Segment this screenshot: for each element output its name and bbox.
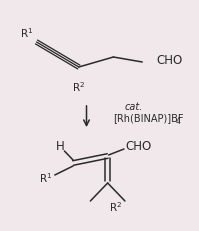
Text: R$^2$: R$^2$ <box>72 80 85 94</box>
Text: cat.: cat. <box>125 102 143 112</box>
Text: R$^1$: R$^1$ <box>20 26 34 40</box>
Text: CHO: CHO <box>125 140 151 154</box>
Text: R$^2$: R$^2$ <box>109 200 122 214</box>
Text: [Rh(BINAP)]BF: [Rh(BINAP)]BF <box>113 113 184 123</box>
Text: R$^1$: R$^1$ <box>39 171 52 185</box>
Text: 4: 4 <box>176 116 181 125</box>
Text: CHO: CHO <box>157 55 183 67</box>
Text: H: H <box>56 140 65 154</box>
